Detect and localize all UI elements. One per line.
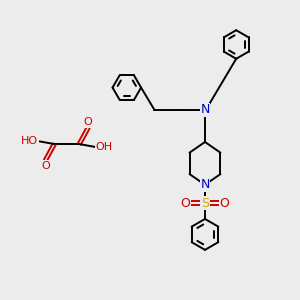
- Text: O: O: [41, 161, 50, 171]
- Text: O: O: [84, 117, 93, 128]
- Text: OH: OH: [95, 142, 112, 152]
- Text: S: S: [201, 197, 209, 210]
- Text: HO: HO: [21, 136, 38, 146]
- Text: O: O: [220, 197, 230, 210]
- Text: O: O: [180, 197, 190, 210]
- Text: N: N: [200, 178, 210, 191]
- Text: N: N: [200, 103, 210, 116]
